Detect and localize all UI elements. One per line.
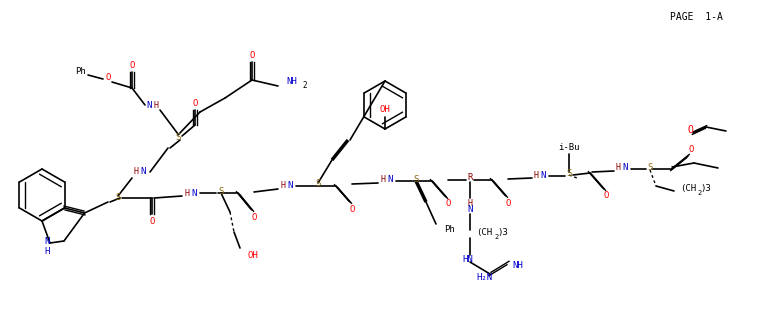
Text: Ph: Ph [444,226,455,234]
Text: S: S [116,194,121,203]
Text: O: O [687,125,693,135]
Text: )3: )3 [700,184,711,194]
Text: H: H [467,198,473,207]
Text: OH: OH [379,105,390,114]
Text: H: H [380,175,386,184]
Text: S: S [315,180,320,189]
Text: (CH: (CH [680,184,696,194]
Text: H: H [133,167,138,176]
Text: N: N [467,204,473,213]
Text: N: N [622,164,628,173]
Text: S: S [647,162,653,172]
Text: NH: NH [286,78,296,86]
Text: H₂N: H₂N [476,273,492,283]
Text: Ph: Ph [74,68,85,77]
Text: H: H [185,189,189,197]
Text: O: O [149,218,154,226]
Text: H: H [615,164,621,173]
Text: O: O [445,199,451,209]
Text: N: N [44,238,50,247]
Text: H: H [154,100,158,109]
Text: NH: NH [512,261,523,270]
Text: O: O [349,204,355,213]
Text: N: N [287,182,293,190]
Text: PAGE  1-A: PAGE 1-A [670,12,723,22]
Text: O: O [192,99,198,108]
Text: O: O [106,73,111,83]
Text: H: H [534,170,539,180]
Text: N: N [387,175,393,184]
Text: O: O [130,61,135,70]
Text: 2: 2 [494,234,498,240]
Text: S: S [218,187,223,196]
Text: (CH: (CH [476,228,492,238]
Text: S: S [566,169,572,179]
Text: S: S [414,174,419,183]
Text: N: N [147,100,151,109]
Text: O: O [505,198,511,207]
Text: )3: )3 [497,228,508,238]
Text: H: H [280,182,286,190]
Text: O: O [688,145,694,153]
Text: N: N [140,167,146,176]
Text: O: O [603,191,608,201]
Text: 2: 2 [302,81,307,91]
Text: OH: OH [248,250,258,259]
Text: HN: HN [462,256,473,264]
Text: N: N [540,170,546,180]
Text: H: H [44,247,50,256]
Text: R: R [467,173,473,182]
Text: O: O [251,212,257,221]
Text: N: N [192,189,196,197]
Text: i-Bu: i-Bu [558,144,580,152]
Text: S: S [175,133,181,143]
Text: 2: 2 [697,190,702,196]
Text: O: O [249,50,255,60]
